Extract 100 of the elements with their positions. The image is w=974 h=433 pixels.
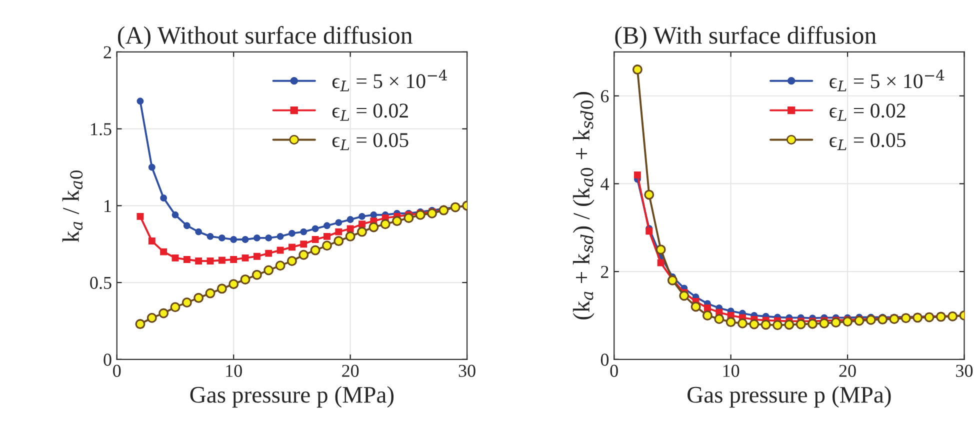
point [737,318,748,328]
point [749,319,760,330]
point [646,228,653,235]
point [194,292,204,303]
point [240,274,250,284]
point [183,222,190,230]
y-tick-label: 2 [601,266,608,278]
point [854,316,864,326]
x-tick-label: 0 [113,364,121,377]
point [276,246,284,254]
point [218,234,226,242]
point [312,225,319,232]
point [866,314,876,325]
point [358,220,366,228]
point [172,211,179,218]
y-tick-label: 4 [600,178,609,190]
point [714,314,724,324]
point [356,226,367,237]
x-tick-label: 30 [458,364,476,377]
point [819,318,830,328]
point [335,228,342,236]
point [335,219,342,226]
point [322,240,332,251]
point [230,236,238,243]
y-tick-label: 0 [104,354,112,366]
x-tick-label: 20 [342,364,359,377]
legend-label: ϵ$_{L}$ = 5 × 10$^{−4}$ [332,70,448,92]
y-axis-title: k$_{a}$ / k$_{a0}$ [62,170,83,242]
point [264,265,274,276]
point [345,231,356,242]
legend-label: ϵ$_{L}$ = 0.05 [332,133,408,150]
point [172,254,179,262]
point [288,244,296,251]
point [182,298,192,308]
point [312,236,319,243]
point [324,222,330,230]
point [310,245,320,256]
point [657,259,664,266]
y-tick-label: 6 [600,90,609,102]
point [253,234,260,242]
point [265,234,272,242]
y-tick-label: 1.5 [91,123,112,136]
point [334,236,344,246]
point [830,317,841,328]
x-tick-label: 0 [610,364,618,377]
point [286,256,297,266]
point [135,319,146,330]
point [265,250,272,257]
point [679,290,690,301]
legend-label: ϵ$_{L}$ = 5 × 10$^{−4}$ [830,70,944,92]
point [346,216,354,223]
point [288,230,296,237]
point [368,222,379,232]
point [216,284,227,294]
point [726,317,736,328]
point [842,316,853,327]
y-tick-label: 1 [104,200,111,212]
point [704,304,711,312]
point [195,228,202,236]
point [808,318,818,329]
legend-label: ϵ$_{L}$ = 0.02 [332,104,408,121]
point [300,228,308,236]
point [160,194,168,202]
x-axis-title: Gas pressure p (MPa) [190,386,394,408]
x-tick-label: 30 [956,364,973,377]
point [702,310,712,320]
point [634,171,641,178]
x-axis-title: Gas pressure p (MPa) [688,386,891,408]
point [205,288,216,298]
point [404,212,414,223]
point [183,256,190,263]
point [370,211,378,218]
point [148,164,156,171]
point [632,64,642,75]
legend-label: ϵ$_{L}$ = 0.05 [830,133,906,150]
point [690,302,701,312]
point [228,279,239,290]
point [275,260,286,271]
point [158,308,169,318]
point [298,250,309,260]
point [276,232,284,240]
point [392,216,402,226]
point [230,256,238,263]
point [136,212,144,220]
x-tick-label: 20 [839,364,856,377]
chart-title: (B) With surface diffusion [615,26,876,49]
x-tick-label: 10 [723,364,740,377]
point [796,319,806,330]
point [380,219,390,230]
point [195,258,202,264]
point [667,275,678,286]
point [324,232,330,240]
point [300,240,308,248]
point [218,256,226,264]
point [206,232,214,240]
point [136,98,144,105]
point [415,210,426,220]
point [644,190,654,200]
legend-label: ϵ$_{L}$ = 0.02 [830,104,906,121]
point [206,258,214,264]
